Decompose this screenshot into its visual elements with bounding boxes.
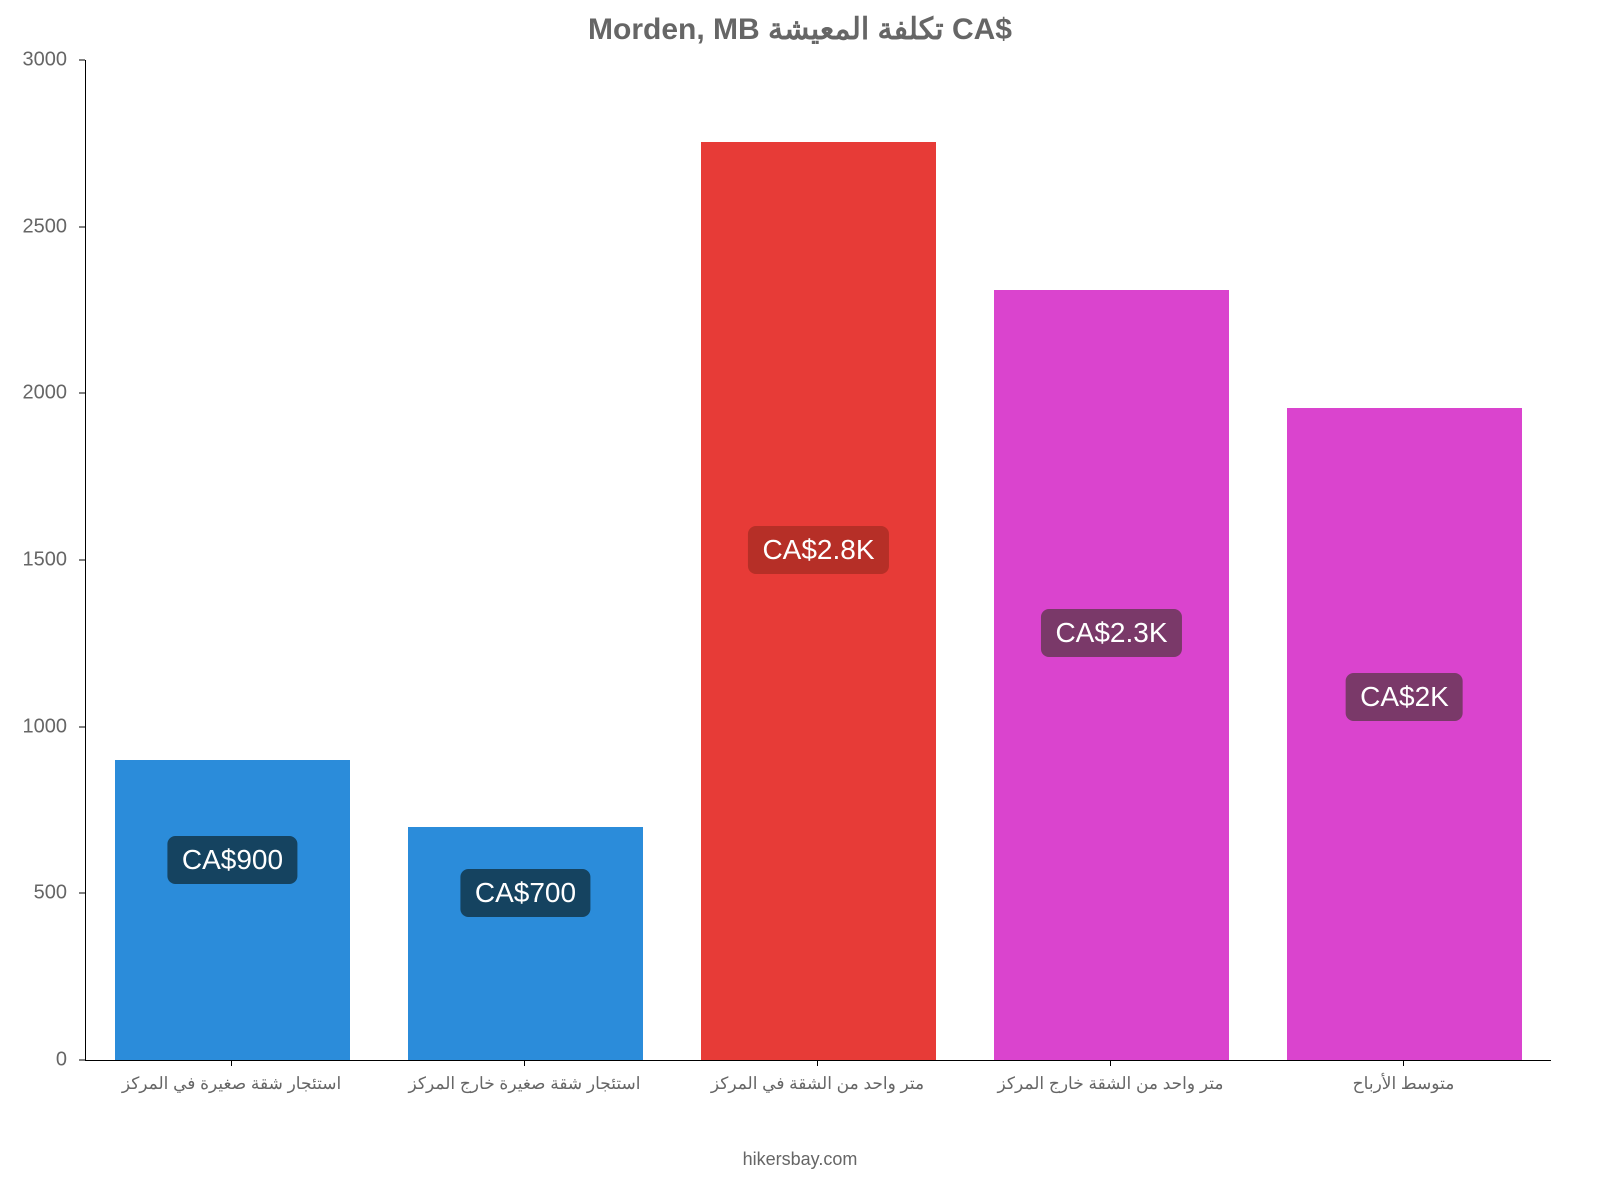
y-tick-label: 1000: [0, 715, 67, 738]
x-tick-mark: [1403, 1060, 1404, 1066]
x-tick-label: متوسط الأرباح: [1353, 1074, 1455, 1094]
y-tick-mark: [79, 726, 85, 727]
y-tick-mark: [79, 226, 85, 227]
x-tick-label: متر واحد من الشقة في المركز: [711, 1074, 924, 1094]
bar-value-badge: CA$700: [461, 869, 590, 917]
y-tick-label: 2000: [0, 382, 67, 405]
x-tick-mark: [817, 1060, 818, 1066]
bar-value-badge: CA$2.3K: [1041, 609, 1181, 657]
chart-title: Morden, MB تكلفة المعيشة CA$: [0, 12, 1600, 47]
chart-container: Morden, MB تكلفة المعيشة CA$ CA$900 CA$70…: [0, 0, 1600, 1200]
bar-slot: CA$2K: [1258, 60, 1551, 1060]
x-tick-mark: [1110, 1060, 1111, 1066]
y-tick-label: 500: [0, 882, 67, 905]
bar-value-badge: CA$900: [168, 836, 297, 884]
bar: CA$2K: [1287, 408, 1521, 1060]
bar: CA$2.3K: [994, 290, 1228, 1060]
x-tick-mark: [231, 1060, 232, 1066]
bar: CA$900: [115, 760, 349, 1060]
bar-value-badge: CA$2.8K: [748, 526, 888, 574]
y-tick-label: 1500: [0, 549, 67, 572]
bar-slot: CA$900: [86, 60, 379, 1060]
bar-slot: CA$700: [379, 60, 672, 1060]
x-tick-label: استئجار شقة صغيرة في المركز: [122, 1074, 341, 1094]
y-tick-label: 3000: [0, 49, 67, 72]
y-tick-mark: [79, 1060, 85, 1061]
y-tick-label: 0: [0, 1049, 67, 1072]
bar-value-badge: CA$2K: [1346, 673, 1463, 721]
y-tick-mark: [79, 893, 85, 894]
x-tick-label: متر واحد من الشقة خارج المركز: [998, 1074, 1224, 1094]
x-tick-mark: [524, 1060, 525, 1066]
y-tick-mark: [79, 560, 85, 561]
bar-slot: CA$2.8K: [672, 60, 965, 1060]
bars-row: CA$900 CA$700 CA$2.8K CA$2.3K CA$2K: [86, 60, 1551, 1060]
plot-area: CA$900 CA$700 CA$2.8K CA$2.3K CA$2K: [85, 60, 1551, 1061]
attribution: hikersbay.com: [0, 1149, 1600, 1170]
bar-slot: CA$2.3K: [965, 60, 1258, 1060]
bar: CA$2.8K: [701, 142, 935, 1060]
y-tick-mark: [79, 60, 85, 61]
bar: CA$700: [408, 827, 642, 1060]
y-tick-label: 2500: [0, 215, 67, 238]
x-tick-label: استئجار شقة صغيرة خارج المركز: [409, 1074, 641, 1094]
y-tick-mark: [79, 393, 85, 394]
